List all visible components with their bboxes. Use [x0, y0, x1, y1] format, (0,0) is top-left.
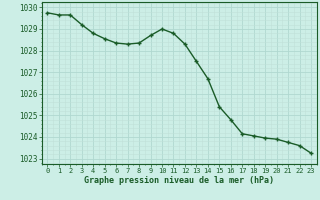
X-axis label: Graphe pression niveau de la mer (hPa): Graphe pression niveau de la mer (hPa) — [84, 176, 274, 185]
